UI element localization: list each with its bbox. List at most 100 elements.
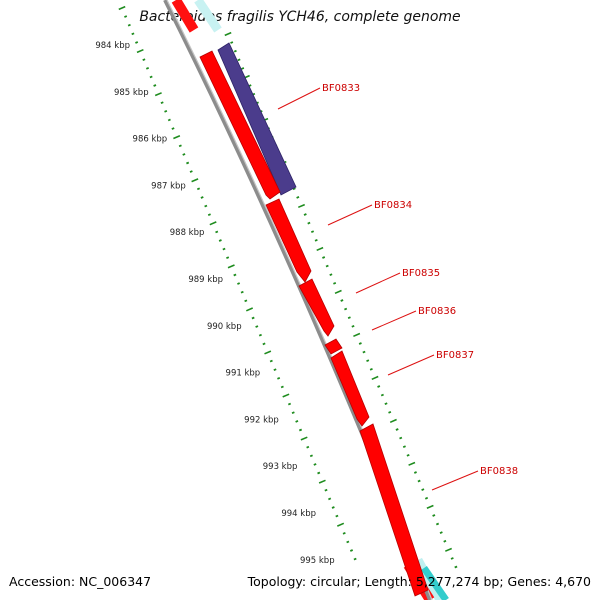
ruler-inner-tick: [273, 368, 277, 372]
ruler-inner-tick: [264, 350, 272, 355]
ruler-inner-tick: [233, 273, 237, 277]
ruler-inner-tick: [244, 299, 248, 303]
ruler-inner-tick: [127, 23, 131, 27]
ruler-outer-tick: [316, 246, 324, 252]
accession-text: Accession: NC_006347: [9, 574, 152, 589]
ruler-inner-tick: [277, 376, 281, 380]
ruler-outer-tick: [241, 67, 245, 70]
ruler-inner-tick: [295, 419, 299, 423]
gene-arrow-BF0838-continued: [359, 423, 429, 597]
ruler-inner-tick: [251, 316, 255, 320]
gene-arrow-BF0834: [199, 50, 281, 200]
ruler-inner-tick: [164, 109, 168, 113]
ruler-inner-tick: [118, 5, 126, 11]
gene-arrow-BF0837: [324, 338, 343, 355]
ruler-inner-tick: [154, 92, 162, 97]
gene-BF0838[interactable]: BF0838: [330, 350, 518, 597]
ruler-outer-tick: [443, 539, 447, 543]
ruler-outer-tick: [406, 453, 410, 457]
ruler-inner-tick: [131, 32, 135, 36]
ruler-outer-tick: [444, 547, 453, 552]
ruler-outer-tick: [358, 342, 362, 345]
ruler-inner-tick: [282, 393, 290, 398]
ruler-inner-tick: [178, 144, 182, 148]
ruler-label: 984 kbp: [95, 41, 130, 51]
ruler-outer-tick: [388, 410, 392, 414]
gene-BF0836[interactable]: BF0836: [298, 278, 456, 337]
ruler-inner-tick: [336, 522, 345, 527]
ruler-inner-tick: [328, 497, 332, 501]
ruler-outer-tick: [292, 187, 296, 191]
ruler-outer-tick: [351, 324, 355, 328]
ruler-inner-tick: [245, 307, 254, 312]
ruler-outer-tick: [233, 49, 237, 53]
gene-callout-BF0836: [371, 310, 417, 331]
ruler-inner-tick: [167, 118, 171, 122]
ruler-inner-tick: [160, 101, 164, 105]
ruler-inner-tick: [317, 471, 321, 475]
ruler-inner-tick: [209, 221, 217, 226]
ruler-outer-tick: [333, 281, 337, 285]
gene-label-BF0834: BF0834: [374, 200, 412, 211]
ruler-inner-tick: [149, 75, 153, 79]
genome-summary-text: Topology: circular; Length: 5,277,274 bp…: [247, 574, 591, 589]
ruler-outer-tick: [224, 31, 232, 37]
ruler-label: 988 kbp: [170, 228, 205, 238]
ruler-label: 992 kbp: [244, 415, 279, 425]
ruler-inner-tick: [215, 230, 219, 234]
ruler-outer-tick: [439, 531, 443, 535]
ruler-inner-tick: [346, 540, 350, 544]
ruler-label: 986 kbp: [133, 135, 168, 145]
ruler-inner-tick: [287, 402, 292, 406]
ruler-inner-tick: [298, 428, 303, 432]
gene-arrow-BF0836: [298, 278, 335, 337]
genome-title: Bacteroides fragilis YCH46, complete gen…: [139, 9, 461, 25]
ruler-inner-tick: [226, 256, 230, 260]
ruler-inner-tick: [255, 325, 259, 328]
ruler-inner-tick: [269, 359, 273, 363]
ruler-outer-tick: [435, 522, 440, 526]
ruler-outer-tick: [380, 393, 384, 397]
gene-BF0835[interactable]: BF0835: [265, 198, 440, 294]
gene-callout-BF0833: [277, 87, 321, 110]
ruler-inner-tick: [222, 247, 226, 251]
gene-callout-BF0837: [387, 354, 435, 376]
ruler-outer-tick: [395, 428, 399, 431]
gene-arrow-BF0838: [330, 350, 370, 427]
ruler-inner-tick: [331, 506, 335, 509]
ruler-outer-tick: [432, 514, 436, 517]
ruler-outer-tick: [408, 461, 416, 466]
gene-fragment-top: [171, 0, 199, 33]
ruler-inner-tick: [306, 445, 310, 449]
ruler-inner-tick: [218, 239, 222, 242]
ruler-label: 991 kbp: [226, 369, 261, 379]
ruler-inner-tick: [204, 204, 208, 208]
gene-BF0833[interactable]: BF0833: [217, 42, 360, 196]
ruler-inner-tick: [135, 41, 139, 44]
ruler-inner-tick: [182, 153, 186, 156]
ruler-outer-tick: [310, 230, 315, 234]
ruler-outer-tick: [377, 385, 381, 388]
ruler-outer-tick: [353, 332, 361, 338]
gene-callout-BF0838: [431, 470, 479, 491]
ruler-outer-tick: [417, 479, 421, 483]
ruler-outer-tick: [237, 58, 241, 62]
ruler-label: 990 kbp: [207, 322, 242, 332]
ruler-outer-tick: [296, 195, 300, 199]
ruler-label: 995 kbp: [300, 556, 335, 566]
gene-BF0837[interactable]: BF0837: [324, 338, 474, 376]
ruler-inner-tick: [173, 135, 181, 140]
gene-label-BF0835: BF0835: [402, 268, 440, 279]
ruler-outer-tick: [450, 557, 454, 560]
ruler-inner-tick: [142, 58, 146, 62]
ruler-outer-tick: [347, 316, 351, 320]
ruler-inner-tick: [262, 342, 266, 346]
ruler-inner-tick: [153, 84, 157, 87]
ruler-inner-tick: [186, 161, 190, 165]
ruler-outer-tick: [426, 504, 434, 509]
ruler-inner-tick: [237, 282, 241, 285]
gene-BF0834[interactable]: BF0834: [199, 50, 412, 226]
ruler-inner-tick: [196, 187, 201, 191]
ruler-label: 987 kbp: [151, 181, 186, 191]
